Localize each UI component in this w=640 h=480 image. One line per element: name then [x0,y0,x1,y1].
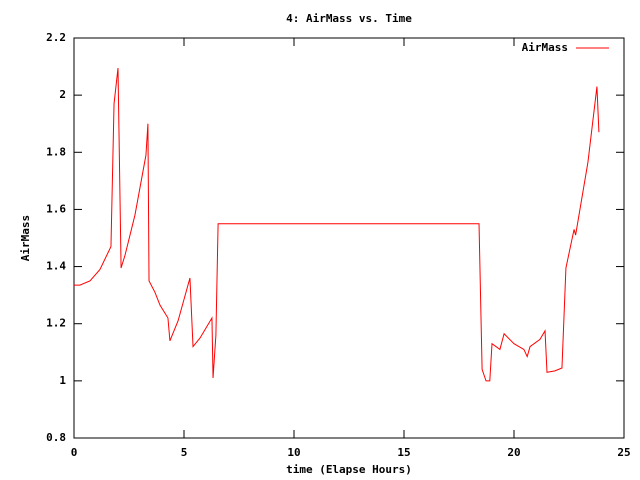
y-tick-label: 0.8 [46,431,66,444]
y-tick-label: 1.6 [46,202,66,215]
plot-border [73,37,625,439]
y-tick-label: 1.8 [46,145,66,158]
x-tick-label: 10 [287,446,300,459]
legend-label: AirMass [522,41,568,54]
y-tick-label: 1.4 [46,260,66,273]
chart-title: 4: AirMass vs. Time [286,12,412,25]
x-tick-label: 5 [181,446,188,459]
data-line [74,67,600,382]
x-tick-label: 0 [71,446,78,459]
x-tick-label: 20 [507,446,520,459]
x-axis-label: time (Elapse Hours) [286,463,412,476]
x-tick-label: 25 [617,446,630,459]
y-tick-label: 1 [59,374,66,387]
y-tick-label: 1.2 [46,317,66,330]
y-tick-label: 2.2 [46,31,66,44]
y-axis-label: AirMass [19,215,32,261]
x-tick-label: 15 [397,446,410,459]
y-tick-label: 2 [59,88,66,101]
